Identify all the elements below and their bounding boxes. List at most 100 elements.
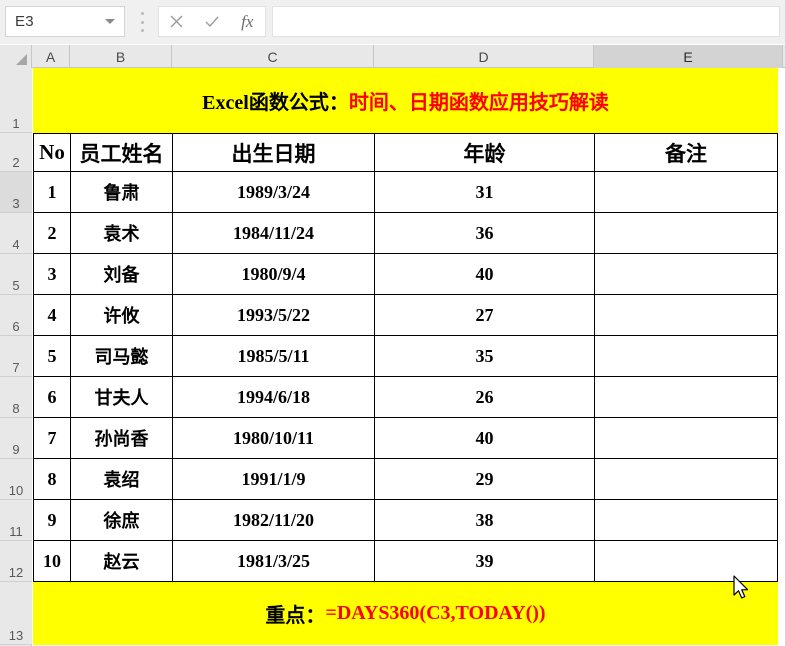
cell-name[interactable]: 孙尚香 bbox=[71, 418, 173, 459]
cell-name[interactable]: 袁术 bbox=[71, 213, 173, 254]
cell-birth[interactable]: 1980/10/11 bbox=[173, 418, 375, 459]
cell-no[interactable]: 4 bbox=[33, 295, 71, 336]
cell-no[interactable]: 1 bbox=[33, 172, 71, 213]
header-cell-age[interactable]: 年龄 bbox=[375, 133, 595, 172]
cell-remark[interactable] bbox=[595, 213, 778, 254]
sheet-row-13: 重点： =DAYS360(C3,TODAY()) bbox=[33, 582, 785, 645]
cell-no[interactable]: 7 bbox=[33, 418, 71, 459]
cell-name[interactable]: 司马懿 bbox=[71, 336, 173, 377]
cell-age[interactable]: 40 bbox=[375, 418, 595, 459]
cancel-edit-button[interactable] bbox=[160, 7, 194, 36]
row-header-4[interactable]: 4 bbox=[0, 213, 32, 254]
footer-red-text: =DAYS360(C3,TODAY()) bbox=[325, 602, 546, 624]
formula-action-buttons: fx bbox=[158, 6, 266, 37]
cell-name[interactable]: 袁绍 bbox=[71, 459, 173, 500]
title-banner-cell[interactable]: Excel函数公式： 时间、日期函数应用技巧解读 bbox=[33, 68, 778, 133]
cell-remark[interactable] bbox=[595, 500, 778, 541]
header-cell-no[interactable]: No bbox=[33, 133, 71, 172]
cell-remark[interactable] bbox=[595, 418, 778, 459]
row-header-11[interactable]: 11 bbox=[0, 500, 32, 541]
formula-input[interactable] bbox=[272, 6, 780, 37]
cell-birth[interactable]: 1980/9/4 bbox=[173, 254, 375, 295]
table-row: 5 司马懿 1985/5/11 35 bbox=[33, 336, 785, 377]
table-row: 3 刘备 1980/9/4 40 bbox=[33, 254, 785, 295]
cell-birth[interactable]: 1994/6/18 bbox=[173, 377, 375, 418]
title-black-text: Excel函数公式： bbox=[202, 92, 349, 114]
title-red-text: 时间、日期函数应用技巧解读 bbox=[348, 92, 609, 114]
cell-age[interactable]: 36 bbox=[375, 213, 595, 254]
row-header-8[interactable]: 8 bbox=[0, 377, 32, 418]
name-box[interactable]: E3 bbox=[5, 6, 125, 37]
cell-no[interactable]: 5 bbox=[33, 336, 71, 377]
cell-birth[interactable]: 1984/11/24 bbox=[173, 213, 375, 254]
cell-name[interactable]: 甘夫人 bbox=[71, 377, 173, 418]
row-header-13[interactable]: 13 bbox=[0, 582, 32, 645]
row-header-5[interactable]: 5 bbox=[0, 254, 32, 295]
insert-function-button[interactable]: fx bbox=[230, 7, 264, 36]
cell-remark[interactable] bbox=[595, 377, 778, 418]
cell-name[interactable]: 刘备 bbox=[71, 254, 173, 295]
row-header-6[interactable]: 6 bbox=[0, 295, 32, 336]
cell-birth[interactable]: 1982/11/20 bbox=[173, 500, 375, 541]
cell-birth[interactable]: 1989/3/24 bbox=[173, 172, 375, 213]
cell-no[interactable]: 6 bbox=[33, 377, 71, 418]
name-box-separator bbox=[140, 12, 144, 32]
cell-age[interactable]: 40 bbox=[375, 254, 595, 295]
table-row: 7 孙尚香 1980/10/11 40 bbox=[33, 418, 785, 459]
cell-remark[interactable] bbox=[595, 172, 778, 213]
cell-remark[interactable] bbox=[595, 254, 778, 295]
cell-no[interactable]: 2 bbox=[33, 213, 71, 254]
confirm-edit-button[interactable] bbox=[195, 7, 229, 36]
row-header-2[interactable]: 2 bbox=[0, 133, 32, 172]
cell-age[interactable]: 31 bbox=[375, 172, 595, 213]
column-header-e[interactable]: E bbox=[594, 45, 783, 68]
cell-remark[interactable] bbox=[595, 336, 778, 377]
cell-no[interactable]: 8 bbox=[33, 459, 71, 500]
cell-age[interactable]: 35 bbox=[375, 336, 595, 377]
table-row: 8 袁绍 1991/1/9 29 bbox=[33, 459, 785, 500]
sheet-row-1: Excel函数公式： 时间、日期函数应用技巧解读 bbox=[33, 68, 785, 133]
cell-birth[interactable]: 1985/5/11 bbox=[173, 336, 375, 377]
select-all-corner[interactable] bbox=[0, 45, 32, 68]
header-cell-name[interactable]: 员工姓名 bbox=[71, 133, 173, 172]
formula-bar: E3 fx bbox=[0, 0, 785, 44]
close-icon bbox=[169, 14, 184, 29]
column-header-a[interactable]: A bbox=[32, 45, 70, 68]
cell-age[interactable]: 29 bbox=[375, 459, 595, 500]
cell-no[interactable]: 10 bbox=[33, 541, 71, 582]
footer-banner-cell[interactable]: 重点： =DAYS360(C3,TODAY()) bbox=[33, 582, 778, 645]
cell-age[interactable]: 39 bbox=[375, 541, 595, 582]
cell-remark[interactable] bbox=[595, 295, 778, 336]
fx-icon: fx bbox=[241, 11, 254, 31]
cell-age[interactable]: 27 bbox=[375, 295, 595, 336]
cell-name[interactable]: 许攸 bbox=[71, 295, 173, 336]
cell-no[interactable]: 3 bbox=[33, 254, 71, 295]
table-row: 10 赵云 1981/3/25 39 bbox=[33, 541, 785, 582]
cell-birth[interactable]: 1981/3/25 bbox=[173, 541, 375, 582]
cell-remark[interactable] bbox=[595, 541, 778, 582]
cell-name[interactable]: 鲁肃 bbox=[71, 172, 173, 213]
cell-no[interactable]: 9 bbox=[33, 500, 71, 541]
cell-name[interactable]: 徐庶 bbox=[71, 500, 173, 541]
cell-birth[interactable]: 1993/5/22 bbox=[173, 295, 375, 336]
cell-name[interactable]: 赵云 bbox=[71, 541, 173, 582]
cell-birth[interactable]: 1991/1/9 bbox=[173, 459, 375, 500]
row-header-9[interactable]: 9 bbox=[0, 418, 32, 459]
table-row: 4 许攸 1993/5/22 27 bbox=[33, 295, 785, 336]
cell-remark[interactable] bbox=[595, 459, 778, 500]
row-header-1[interactable]: 1 bbox=[0, 68, 32, 133]
column-header-c[interactable]: C bbox=[172, 45, 374, 68]
cell-age[interactable]: 38 bbox=[375, 500, 595, 541]
row-header-3[interactable]: 3 bbox=[0, 172, 32, 213]
column-header-b[interactable]: B bbox=[70, 45, 172, 68]
column-header-d[interactable]: D bbox=[374, 45, 594, 68]
table-row: 2 袁术 1984/11/24 36 bbox=[33, 213, 785, 254]
header-cell-remark[interactable]: 备注 bbox=[595, 133, 778, 172]
chevron-down-icon[interactable] bbox=[105, 19, 115, 24]
row-header-10[interactable]: 10 bbox=[0, 459, 32, 500]
row-header-12[interactable]: 12 bbox=[0, 541, 32, 582]
grid-body: 1 2 3 4 5 6 7 8 9 10 11 12 13 Excel函数公式：… bbox=[0, 68, 785, 646]
row-header-7[interactable]: 7 bbox=[0, 336, 32, 377]
cell-age[interactable]: 26 bbox=[375, 377, 595, 418]
header-cell-birth[interactable]: 出生日期 bbox=[173, 133, 375, 172]
